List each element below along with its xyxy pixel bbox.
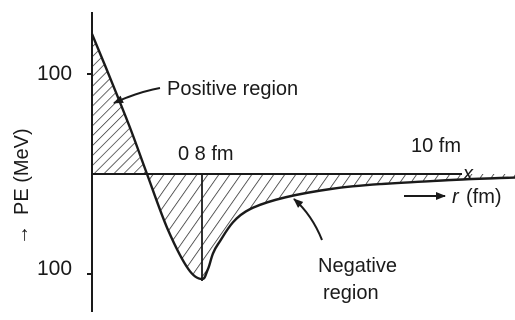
y-tick-label: 100 [37,62,72,85]
x-axis-end-label: x [462,163,474,185]
x-axis-variable: r [452,186,460,208]
y-axis-label: PE (MeV) [11,128,33,215]
negative-region-label-line1: Negative [318,255,397,277]
x-tick-label-0-8-fm: 0 8 fm [178,143,234,165]
positive-region-pointer [113,87,161,104]
y-tick-label: 100 [37,257,72,280]
negative-region-hatch [147,174,515,279]
y-axis-arrow: → [11,225,33,245]
y-axis-label-group: → PE (MeV) [11,128,33,245]
x-axis-unit: (fm) [466,186,502,208]
potential-curve [90,33,515,281]
negative-region-label-line2: region [323,282,379,304]
x-tick-label-10-fm: 10 fm [411,135,461,157]
negative-region-pointer [293,198,323,241]
positive-region-label: Positive region [167,78,298,100]
y-ticks [87,73,92,275]
